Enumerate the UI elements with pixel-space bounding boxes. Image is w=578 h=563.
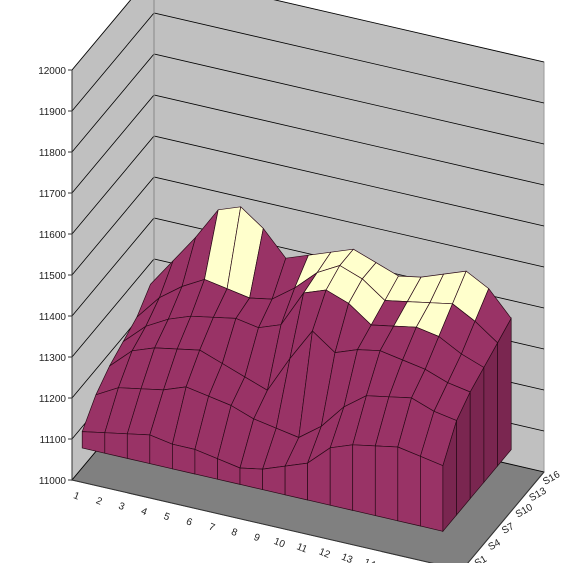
y-tick-label: S1 [473, 554, 489, 563]
x-tick-label: 11 [295, 541, 309, 555]
x-tick-label: 10 [272, 536, 287, 551]
surface-plot [81, 206, 512, 533]
z-tick-label: 11200 [39, 394, 67, 405]
surface-skirt-front [126, 433, 151, 465]
x-axis-tick-labels: 1234567891011121314151617 [72, 490, 400, 563]
z-tick-label: 11400 [39, 312, 67, 323]
x-tick-label: 7 [207, 522, 217, 534]
surface-skirt-front [284, 462, 308, 501]
z-tick-label: 11100 [40, 435, 67, 446]
y-tick-label: S7 [500, 521, 516, 537]
z-tick-label: 11800 [39, 148, 67, 159]
x-tick-label: 4 [139, 506, 149, 518]
y-axis-line [467, 471, 545, 563]
x-tick-label: 13 [340, 552, 355, 563]
x-tick-label: 8 [229, 527, 239, 539]
x-axis-line [71, 479, 434, 563]
x-tick-label: 3 [117, 501, 127, 513]
x-tick-label: 5 [162, 511, 172, 523]
z-tick-label: 11900 [39, 107, 67, 118]
z-axis-tick-labels: 11000 11100 11200 11300 11400 11500 11600 11700… [38, 66, 66, 487]
chart-axes [68, 69, 545, 563]
x-tick-label: 9 [252, 532, 262, 544]
chart-gridlines [71, 0, 545, 481]
surface-skirt-right [483, 341, 498, 484]
z-tick-label: 11300 [39, 353, 67, 364]
z-tick-label: 11500 [39, 271, 67, 282]
x-tick-label: 12 [317, 547, 332, 562]
x-tick-label: 6 [184, 516, 194, 528]
x-tick-label: 14 [362, 557, 377, 563]
surface-skirt-front [397, 446, 421, 527]
surface-skirt-right [497, 317, 512, 467]
z-tick-label: 11700 [39, 189, 67, 200]
z-tick-label: 12000 [38, 66, 66, 77]
z-gridline [71, 0, 545, 71]
x-tick-label: 2 [94, 496, 104, 508]
y-tick-label: S4 [487, 537, 503, 553]
surface-skirt-front [262, 465, 286, 496]
surface-skirt-front [329, 444, 354, 511]
surface-skirt-front [352, 444, 376, 517]
z-tick-label: 11000 [39, 476, 67, 487]
x-tick-label: 1 [72, 490, 82, 502]
surface-skirt-front [420, 455, 444, 532]
z-tick-label: 11600 [39, 230, 67, 241]
surface-skirt-front [172, 443, 196, 475]
surface-skirt-front [374, 445, 399, 522]
